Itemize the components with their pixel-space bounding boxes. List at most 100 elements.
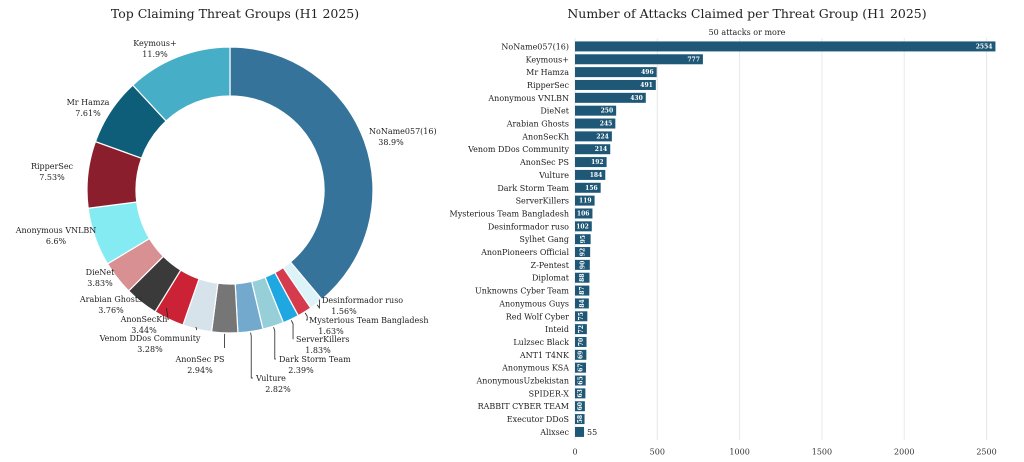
bar-anonymous-vnlbn[interactable] <box>575 92 646 103</box>
bar-arabian-ghosts[interactable] <box>575 118 616 129</box>
bar-keymous[interactable] <box>575 54 703 65</box>
x-tick-label: 500 <box>650 447 665 456</box>
y-category-label: SPIDER-X <box>529 389 570 398</box>
bar-value-label: 87 <box>579 286 586 294</box>
y-category-label: Alixsec <box>539 428 569 437</box>
x-tick-label: 2500 <box>976 447 996 456</box>
bar-chart-title: Number of Attacks Claimed per Threat Gro… <box>567 6 927 21</box>
bar-anonymous-ksa[interactable] <box>575 362 587 373</box>
bar-value-label: 75 <box>578 312 585 320</box>
y-category-label: AnonymousUzbekistan <box>475 377 569 386</box>
bar-mysterious-team-bangladesh[interactable] <box>575 208 593 219</box>
donut-slice-noname057-16[interactable] <box>229 46 374 301</box>
donut-percent-mr-hamza: 7.61% <box>75 109 101 118</box>
y-category-label: ServerKillers <box>516 197 569 206</box>
bar-anonymous-guys[interactable] <box>575 298 589 309</box>
bar-value-label: 250 <box>601 108 614 115</box>
y-category-label: Anonymous KSA <box>501 364 569 373</box>
bar-value-label: 496 <box>641 69 654 76</box>
bar-desinformador-ruso[interactable] <box>575 221 592 232</box>
bar-spider-x[interactable] <box>575 388 586 399</box>
bar-value-label: 69 <box>578 351 585 359</box>
bar-value-label: 192 <box>591 159 604 166</box>
donut-slice-keymous[interactable] <box>131 46 231 122</box>
bar-value-label: 60 <box>577 402 584 410</box>
bar-value-label: 58 <box>577 415 584 423</box>
bar-anonpioneers-official[interactable] <box>575 247 591 258</box>
bar-venom-ddos-community[interactable] <box>575 144 611 155</box>
bar-value-label: 70 <box>578 338 585 346</box>
donut-percent-anonsec-ps: 2.94% <box>187 366 213 375</box>
donut-label-desinformador-ruso: Desinformador ruso <box>322 296 403 305</box>
bar-executor-ddos[interactable] <box>575 414 585 425</box>
donut-leader-line <box>250 332 253 379</box>
bar-value-label: 95 <box>580 235 587 243</box>
donut-label-venom-ddos-community: Venom DDos Community <box>99 334 201 343</box>
bar-red-wolf-cyber[interactable] <box>575 311 588 322</box>
bar-noname057-16[interactable] <box>575 41 996 52</box>
x-tick-label: 1000 <box>729 447 749 456</box>
bar-anonymousuzbekistan[interactable] <box>575 375 586 386</box>
bar-anonseckh[interactable] <box>575 131 612 142</box>
bar-value-label: 777 <box>687 56 700 63</box>
y-category-label: Mr Hamza <box>526 68 569 77</box>
y-category-label: Unknowns Cyber Team <box>475 287 569 296</box>
bar-value-label: 430 <box>630 95 643 102</box>
bar-value-label: 491 <box>640 82 653 89</box>
donut-percent-rippersec: 7.53% <box>39 173 65 182</box>
y-category-label: RipperSec <box>527 81 570 90</box>
y-category-label: Mysterious Team Bangladesh <box>450 209 569 218</box>
bar-inteid[interactable] <box>575 324 587 335</box>
y-category-label: Lulzsec Black <box>513 338 569 347</box>
bar-rabbit-cyber-team[interactable] <box>575 401 585 412</box>
bar-vulture[interactable] <box>575 169 606 180</box>
bar-ant1-t4nk[interactable] <box>575 349 587 360</box>
donut-label-vulture: Vulture <box>255 374 286 383</box>
donut-label-serverkillers: ServerKillers <box>296 335 349 344</box>
donut-label-keymous: Keymous+ <box>133 39 176 48</box>
bar-unknowns-cyber-team[interactable] <box>575 285 590 296</box>
bar-value-label: 224 <box>596 133 609 140</box>
bar-diplomat[interactable] <box>575 272 590 283</box>
x-tick-label: 1500 <box>812 447 832 456</box>
bar-value-label: 92 <box>580 248 587 256</box>
bar-value-label: 119 <box>579 198 592 205</box>
donut-percent-desinformador-ruso: 1.56% <box>331 307 357 316</box>
donut-label-dark-storm-team: Dark Storm Team <box>279 355 351 364</box>
donut-percent-noname057-16: 38.9% <box>378 138 404 147</box>
donut-percent-anonymous-vnlbn: 6.6% <box>46 237 67 246</box>
bar-rippersec[interactable] <box>575 79 656 90</box>
bar-chart-subtitle: 50 attacks or more <box>708 28 786 37</box>
y-category-label: Inteid <box>545 325 569 334</box>
donut-label-mysterious-team-bangladesh: Mysterious Team Bangladesh <box>309 316 428 325</box>
donut-chart-title: Top Claiming Threat Groups (H1 2025) <box>110 6 360 21</box>
bar-value-label: 245 <box>600 121 613 128</box>
donut-leader-line <box>290 320 294 340</box>
bar-chart: 0 500 1000 1500 2000 2500 NoName057(16) 2554 Key… <box>450 38 997 456</box>
bar-value-label: 102 <box>576 223 589 230</box>
bar-value-label: 214 <box>595 146 608 153</box>
bar-dark-storm-team[interactable] <box>575 182 601 193</box>
bar-z-pentest[interactable] <box>575 259 590 270</box>
y-category-label: AnonSecKh <box>521 132 569 141</box>
bar-sylhet-gang[interactable] <box>575 234 591 245</box>
donut-label-anonymous-vnlbn: Anonymous VNLBN <box>15 226 97 235</box>
y-category-label: Anonymous Guys <box>498 299 569 308</box>
y-category-label: Sylhet Gang <box>519 235 569 244</box>
bar-dienet[interactable] <box>575 105 617 116</box>
donut-percent-anonseckh: 3.44% <box>131 326 157 335</box>
bar-lulzsec-black[interactable] <box>575 336 587 347</box>
bar-mr-hamza[interactable] <box>575 67 657 78</box>
y-category-label: NoName057(16) <box>501 42 569 51</box>
bar-value-label: 55 <box>587 428 597 437</box>
donut-label-dienet: DieNet <box>86 268 115 277</box>
y-category-label: Anonymous VNLBN <box>487 94 569 103</box>
donut-leader-line <box>273 327 276 360</box>
y-category-label: Venom DDos Community <box>467 145 569 154</box>
bar-anonsec-ps[interactable] <box>575 157 607 168</box>
bar-serverkillers[interactable] <box>575 195 595 206</box>
bar-alixsec[interactable] <box>575 426 585 437</box>
donut-leader-line <box>195 326 198 331</box>
x-tick-label: 2000 <box>894 447 914 456</box>
donut-label-mr-hamza: Mr Hamza <box>67 98 110 107</box>
